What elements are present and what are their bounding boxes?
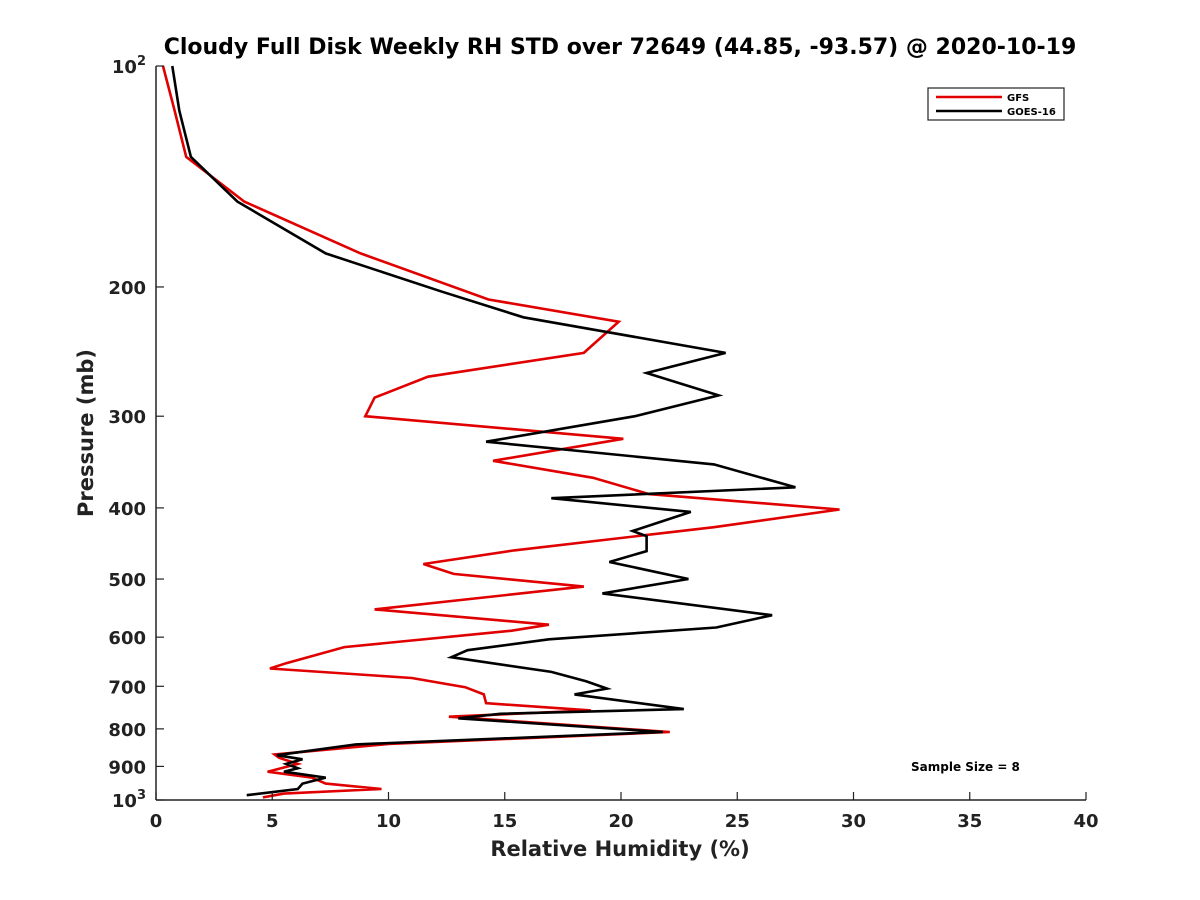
- x-tick-label: 40: [1073, 811, 1098, 832]
- y-ticks: 102 200 300 400 500 600 700 800 900 103: [108, 54, 164, 812]
- x-tick-label: 15: [492, 811, 517, 832]
- x-tick-label: 20: [608, 811, 633, 832]
- x-ticks: 0 5 10 15 20 25 30 35 40: [150, 792, 1099, 832]
- chart-title: Cloudy Full Disk Weekly RH STD over 7264…: [164, 35, 1077, 60]
- y-tick-label: 700: [108, 677, 146, 698]
- x-axis-label: Relative Humidity (%): [490, 837, 749, 861]
- y-tick-label: 800: [108, 720, 146, 741]
- y-axis-label: Pressure (mb): [74, 349, 98, 517]
- y-tick-label: 400: [108, 499, 146, 520]
- legend-label-gfs: GFS: [1007, 93, 1029, 104]
- series-line-gfs: [161, 65, 840, 799]
- legend: GFS GOES-16: [927, 87, 1065, 121]
- plot-lines: [161, 65, 840, 799]
- y-tick-label: 500: [108, 570, 146, 591]
- y-tick-label: 600: [108, 628, 146, 649]
- legend-box: [927, 87, 1065, 121]
- x-tick-label: 25: [725, 811, 750, 832]
- sample-size-annotation: Sample Size = 8: [911, 760, 1020, 774]
- x-tick-label: 5: [266, 811, 279, 832]
- y-tick-label: 300: [108, 407, 146, 428]
- x-tick-label: 0: [150, 811, 163, 832]
- y-tick-label: 200: [108, 278, 146, 299]
- series-line-goes16: [171, 65, 796, 797]
- x-tick-label: 30: [841, 811, 866, 832]
- y-tick-label: 103: [112, 788, 146, 812]
- legend-label-goes16: GOES-16: [1007, 107, 1056, 118]
- x-tick-label: 35: [957, 811, 982, 832]
- y-tick-label: 102: [112, 54, 146, 78]
- y-tick-label: 900: [108, 757, 146, 778]
- x-tick-label: 10: [376, 811, 401, 832]
